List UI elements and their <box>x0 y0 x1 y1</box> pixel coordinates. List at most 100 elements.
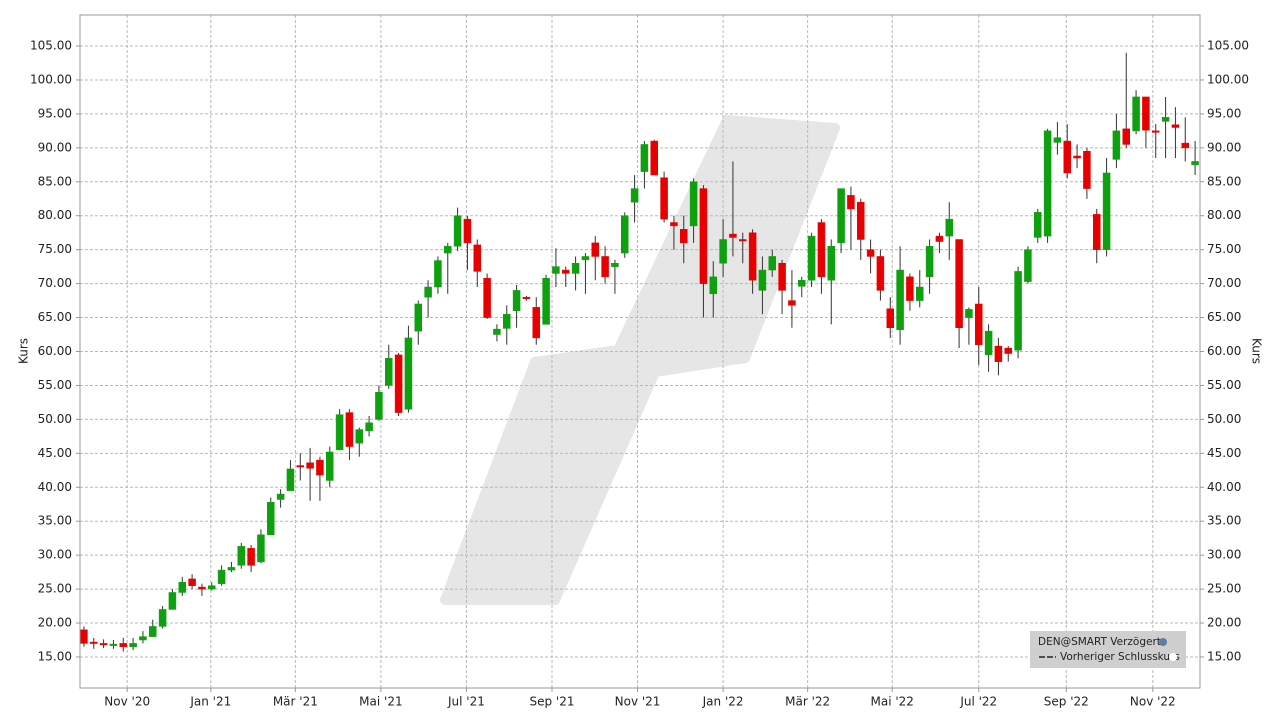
x-tick-label: Nov '22 <box>1130 695 1176 709</box>
candle-body <box>1093 214 1101 250</box>
candle-body <box>847 195 855 210</box>
candle-body <box>857 201 865 240</box>
candle-body <box>699 188 708 284</box>
y2-tick-label: 55.00 <box>1207 378 1241 392</box>
candle-body <box>984 330 993 356</box>
candle-body <box>522 296 531 299</box>
candle-body <box>296 465 305 468</box>
candle-body <box>237 546 246 566</box>
y-tick-label: 80.00 <box>38 208 72 222</box>
candle-body <box>316 459 324 476</box>
y-tick-label: 25.00 <box>38 582 72 596</box>
candle-body <box>394 354 403 413</box>
candle-body <box>1161 117 1170 122</box>
y-axis-label: Kurs <box>17 338 31 364</box>
y2-tick-label: 50.00 <box>1207 412 1241 426</box>
candle-body <box>611 263 619 267</box>
y2-tick-label: 65.00 <box>1207 310 1241 324</box>
candle-body <box>1043 130 1052 237</box>
candle-body <box>591 242 600 257</box>
y2-tick-label: 85.00 <box>1207 174 1241 188</box>
y2-tick-label: 95.00 <box>1207 106 1241 120</box>
candle-body <box>326 451 334 481</box>
candle-body <box>896 269 904 331</box>
y2-tick-label: 90.00 <box>1207 140 1241 154</box>
candle-body <box>404 337 413 410</box>
candle-body <box>660 177 668 220</box>
candle-body <box>129 643 137 648</box>
candle-body <box>1191 161 1199 166</box>
candle-body <box>1034 212 1042 238</box>
candle-body <box>463 218 472 244</box>
candle-body <box>424 286 432 298</box>
candle-body <box>739 239 747 242</box>
candle-body <box>975 303 983 345</box>
candle-body <box>1152 130 1160 133</box>
candle-body <box>493 328 501 335</box>
x-tick-label: Jul '21 <box>447 695 485 709</box>
candle-body <box>1181 142 1190 149</box>
candle-body <box>1171 124 1180 128</box>
y2-tick-label: 105.00 <box>1207 39 1249 53</box>
y-tick-label: 105.00 <box>30 39 72 53</box>
candle-body <box>1142 96 1150 131</box>
candle-body <box>385 358 393 386</box>
candle-body <box>453 215 462 247</box>
candles <box>80 52 1199 652</box>
y2-tick-label: 30.00 <box>1207 548 1241 562</box>
legend-icon <box>1169 653 1177 661</box>
x-tick-label: Nov '21 <box>615 695 661 709</box>
candle-body <box>1014 271 1022 351</box>
candle-body <box>827 246 836 281</box>
candle-body <box>1112 130 1121 160</box>
y-tick-label: 100.00 <box>30 72 72 86</box>
candle-body <box>788 300 796 306</box>
y-tick-label: 60.00 <box>38 344 72 358</box>
candle-body <box>90 641 98 644</box>
candle-body <box>680 229 688 244</box>
candle-body <box>532 307 541 339</box>
y2-tick-label: 70.00 <box>1207 276 1241 290</box>
candle-body <box>473 244 482 272</box>
candle-body <box>1053 137 1062 143</box>
candle-body <box>139 636 147 641</box>
candle-body <box>798 279 806 287</box>
y-tick-label: 35.00 <box>38 514 72 528</box>
candle-body <box>208 585 216 590</box>
y-tick-label: 85.00 <box>38 174 72 188</box>
candle-body <box>906 276 914 301</box>
candle-body <box>168 592 177 610</box>
y2-tick-label: 60.00 <box>1207 344 1241 358</box>
candle-body <box>1083 150 1091 189</box>
y-tick-label: 75.00 <box>38 242 72 256</box>
candle-body <box>286 468 295 491</box>
y2-tick-label: 75.00 <box>1207 242 1241 256</box>
y2-tick-label: 80.00 <box>1207 208 1241 222</box>
x-tick-label: Sep '22 <box>1044 695 1089 709</box>
x-tick-label: Mär '22 <box>785 695 830 709</box>
candle-body <box>807 235 816 281</box>
candle-body <box>1024 249 1032 282</box>
candle-body <box>994 345 1003 362</box>
x-tick-label: Nov '20 <box>104 695 150 709</box>
candle-body <box>955 239 963 328</box>
legend: DEN@SMART Verzögert Vorheriger Schlussku… <box>1030 631 1186 668</box>
candle-body <box>109 643 118 646</box>
candle-body <box>945 218 954 237</box>
candle-body <box>217 569 226 584</box>
candle-body <box>689 181 698 227</box>
candle-body <box>434 260 442 288</box>
y-tick-label: 95.00 <box>38 106 72 120</box>
y-tick-label: 65.00 <box>38 310 72 324</box>
y2-tick-label: 40.00 <box>1207 480 1241 494</box>
candle-body <box>119 643 128 648</box>
x-tick-label: Jan '21 <box>189 695 231 709</box>
candle-body <box>601 256 609 278</box>
y2-axis-label: Kurs <box>1250 338 1264 364</box>
x-tick-label: Jul '22 <box>959 695 997 709</box>
candle-body <box>188 578 196 586</box>
candle-body <box>80 629 88 644</box>
candle-body <box>267 501 275 536</box>
candle-body <box>99 643 108 646</box>
